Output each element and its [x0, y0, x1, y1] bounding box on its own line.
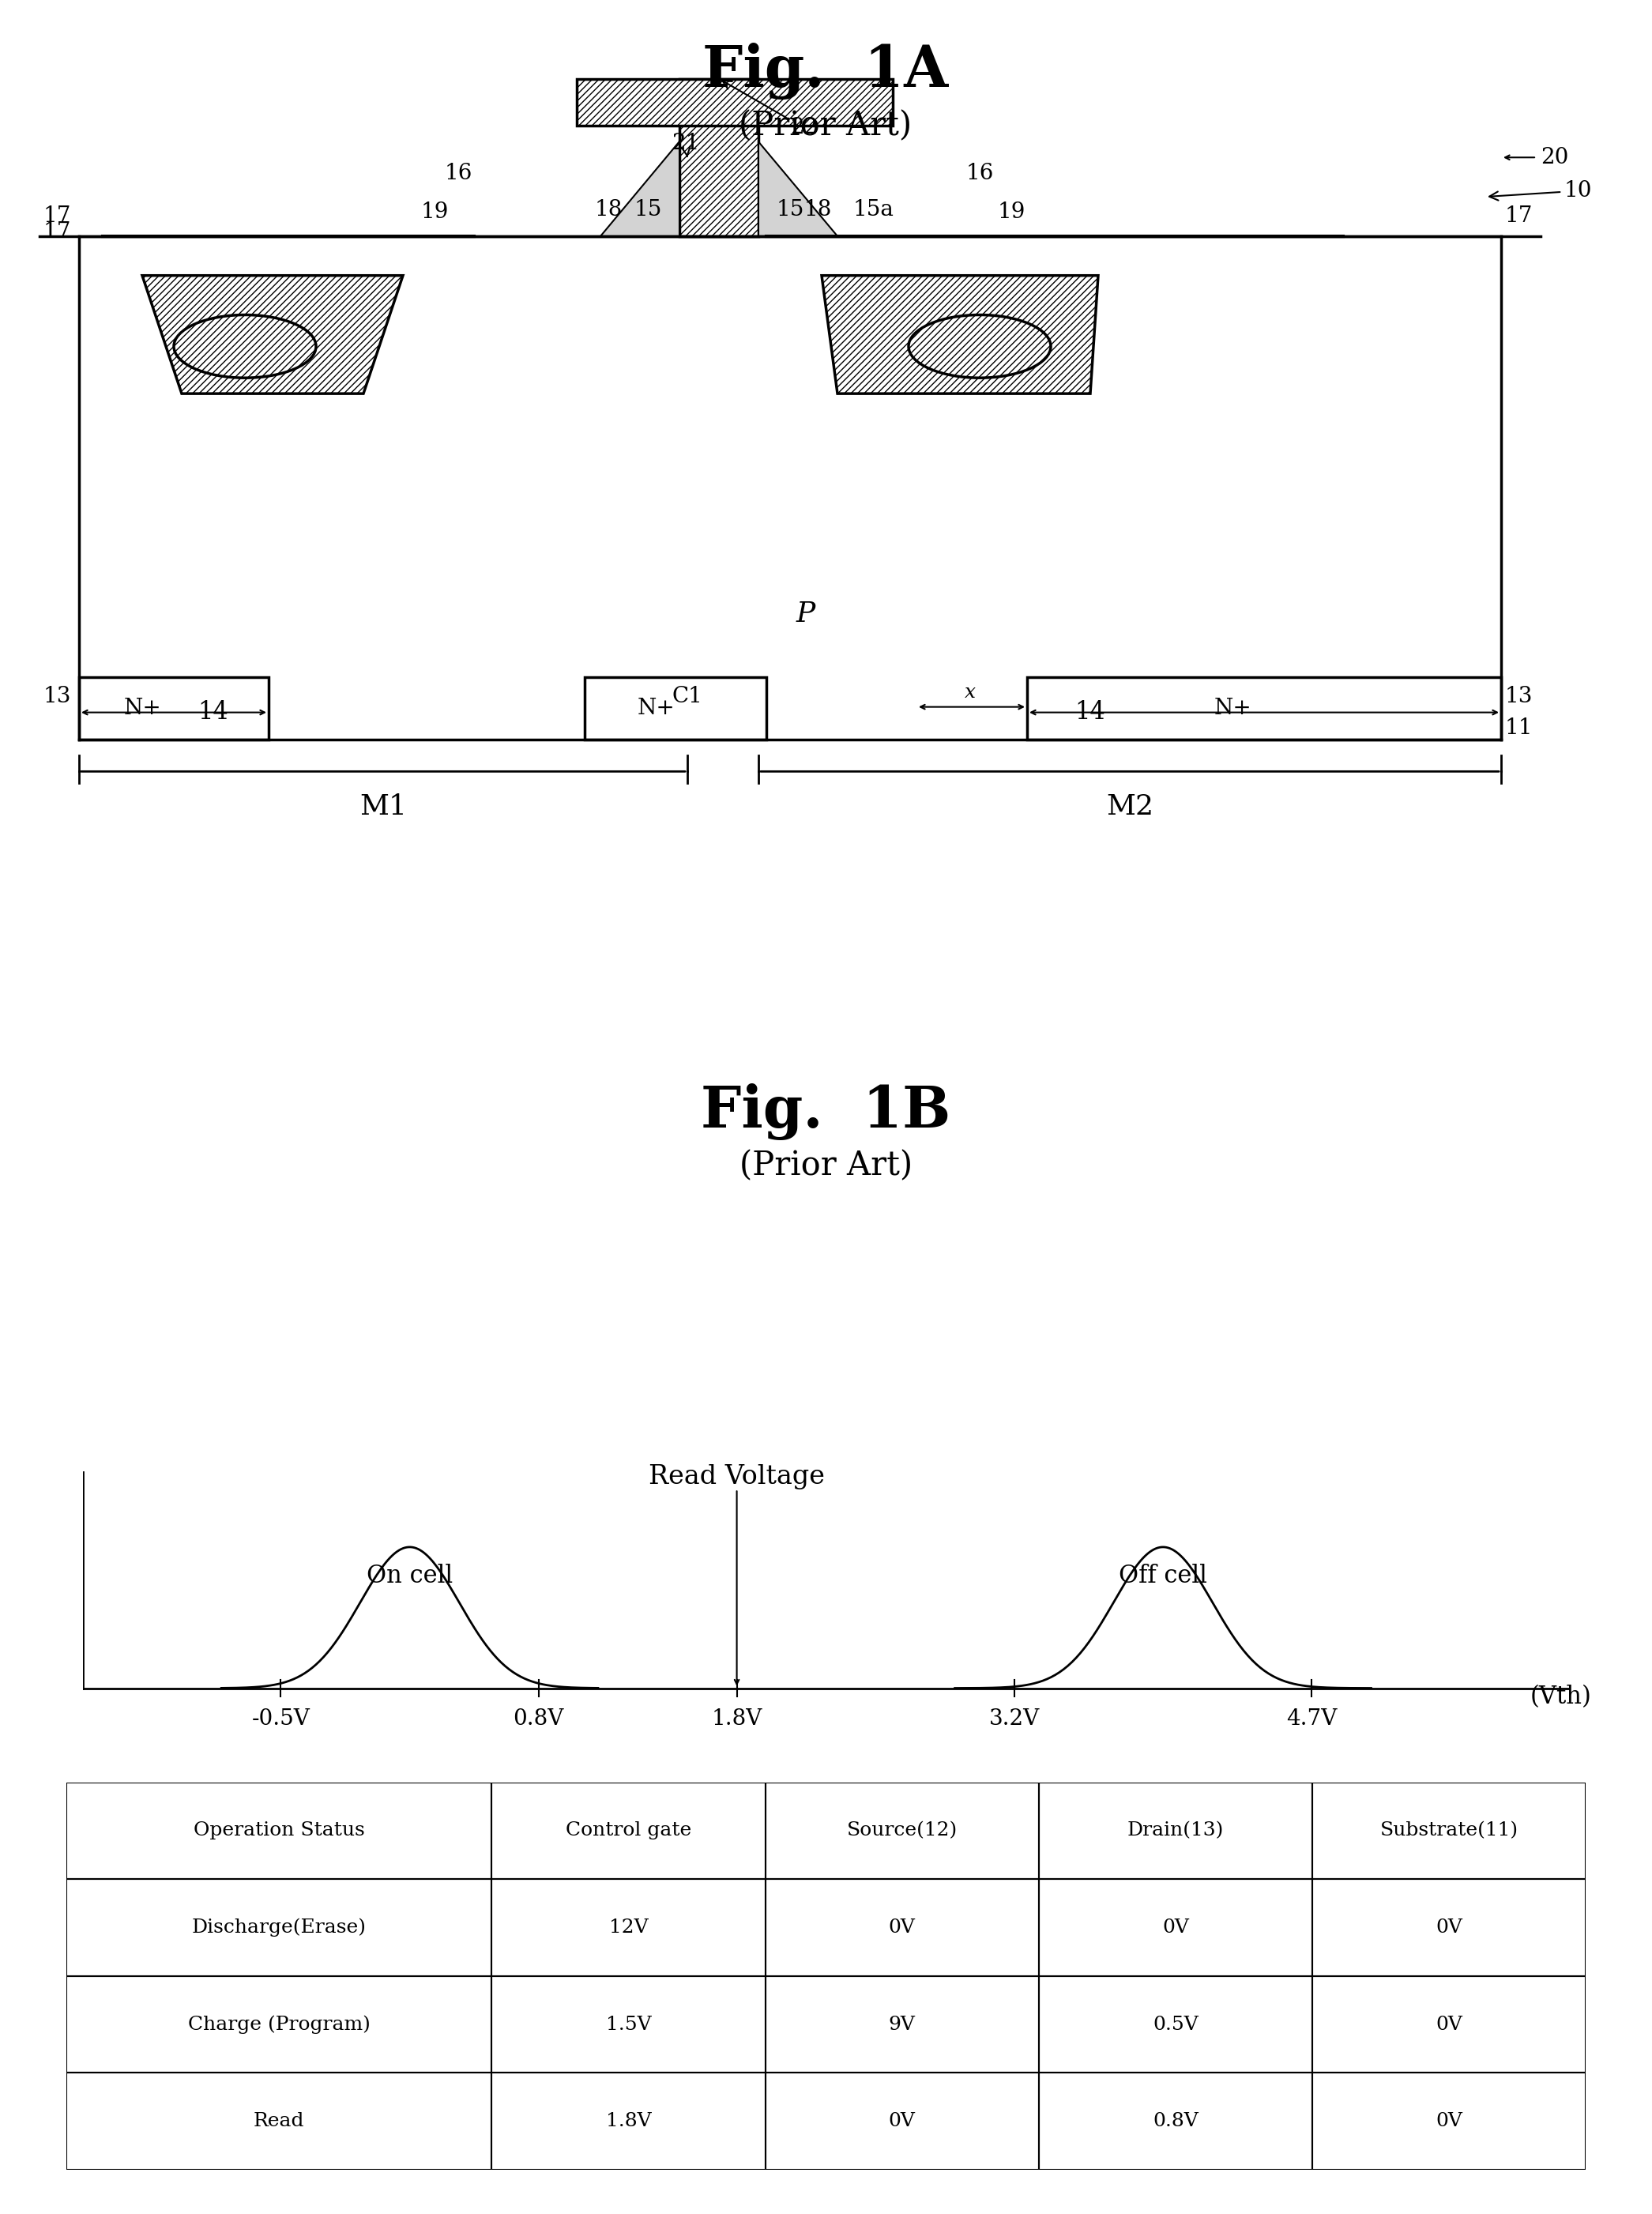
Polygon shape [142, 275, 403, 394]
Text: M1: M1 [360, 793, 406, 821]
Text: 1.8V: 1.8V [606, 2112, 651, 2130]
Text: 17: 17 [43, 206, 71, 228]
Polygon shape [679, 80, 758, 237]
Text: -0.5V: -0.5V [251, 1709, 311, 1729]
Text: 18: 18 [805, 199, 831, 221]
Bar [765, 1782, 1039, 1880]
Text: 9V: 9V [889, 2015, 915, 2032]
Text: Charge (Program): Charge (Program) [188, 2015, 370, 2035]
Text: (Prior Art): (Prior Art) [738, 108, 912, 142]
Bar [1039, 2072, 1312, 2170]
Text: 10: 10 [1490, 179, 1593, 201]
Text: 13: 13 [43, 686, 71, 706]
Bar [765, 1975, 1039, 2072]
Text: On cell: On cell [367, 1563, 453, 1590]
Bar [1312, 1975, 1586, 2072]
Text: Read Voltage: Read Voltage [649, 1463, 824, 1490]
Text: Off cell: Off cell [1118, 1563, 1208, 1590]
Bar [1039, 1975, 1312, 2072]
Text: C1: C1 [672, 686, 702, 706]
Text: 0.5V: 0.5V [1153, 2015, 1198, 2032]
Text: 0V: 0V [889, 1920, 915, 1937]
Text: (Prior Art): (Prior Art) [740, 1149, 912, 1182]
Bar [492, 2072, 765, 2170]
Text: 19: 19 [421, 201, 448, 224]
Bar [66, 1880, 492, 1975]
Text: P: P [796, 600, 816, 627]
Bar [1312, 2072, 1586, 2170]
Text: M2: M2 [1107, 793, 1153, 821]
Text: 22: 22 [722, 80, 818, 139]
Text: 1.8V: 1.8V [712, 1709, 762, 1729]
Text: 14: 14 [198, 700, 228, 724]
Text: Drain(13): Drain(13) [1127, 1822, 1224, 1840]
Bar [765, 1880, 1039, 1975]
Text: 0V: 0V [1161, 1920, 1189, 1937]
Text: N+: N+ [1214, 697, 1251, 720]
Bar [1039, 1880, 1312, 1975]
Bar [577, 80, 892, 126]
Bar [585, 677, 767, 739]
Polygon shape [821, 275, 1099, 394]
Text: 1.5V: 1.5V [606, 2015, 651, 2032]
Text: N+: N+ [638, 697, 674, 720]
Text: 13: 13 [1505, 686, 1533, 706]
Text: 15: 15 [776, 199, 805, 221]
Bar [79, 677, 269, 739]
Text: 0.8V: 0.8V [1153, 2112, 1198, 2130]
Text: Fig.  1B: Fig. 1B [700, 1083, 952, 1140]
Text: 15: 15 [634, 199, 662, 221]
Bar [66, 2072, 492, 2170]
Text: 0.8V: 0.8V [514, 1709, 563, 1729]
Bar [492, 1880, 765, 1975]
Text: Discharge(Erase): Discharge(Erase) [192, 1917, 367, 1937]
Text: 19: 19 [998, 201, 1026, 224]
Bar [1039, 1782, 1312, 1880]
Bar [1312, 1880, 1586, 1975]
Bar [66, 1975, 492, 2072]
Text: Control gate: Control gate [565, 1822, 691, 1840]
Text: 12V: 12V [610, 1920, 648, 1937]
Bar [1028, 677, 1502, 739]
Text: 18: 18 [595, 199, 623, 221]
Text: Fig.  1A: Fig. 1A [702, 42, 948, 100]
Text: 17: 17 [43, 221, 71, 244]
Text: Read: Read [253, 2112, 304, 2130]
Polygon shape [758, 142, 838, 237]
Text: 0V: 0V [889, 2112, 915, 2130]
Text: x: x [965, 684, 976, 702]
Text: 11: 11 [1505, 717, 1533, 739]
Text: Source(12): Source(12) [846, 1822, 958, 1840]
Bar [492, 1782, 765, 1880]
Bar [1312, 1782, 1586, 1880]
Text: 20: 20 [1541, 146, 1568, 168]
Bar [765, 2072, 1039, 2170]
Text: 16: 16 [966, 162, 993, 184]
Text: N+: N+ [124, 697, 162, 720]
Text: 15a: 15a [852, 199, 894, 221]
Polygon shape [600, 142, 679, 237]
Text: Substrate(11): Substrate(11) [1379, 1822, 1518, 1840]
Text: 21: 21 [672, 133, 699, 157]
Text: 16: 16 [444, 162, 472, 184]
Bar [66, 1782, 492, 1880]
Text: 4.7V: 4.7V [1287, 1709, 1336, 1729]
Text: (Vth): (Vth) [1530, 1685, 1591, 1709]
Bar [492, 1975, 765, 2072]
Text: 14: 14 [1075, 700, 1105, 724]
Text: 3.2V: 3.2V [990, 1709, 1039, 1729]
Text: 0V: 0V [1436, 2112, 1462, 2130]
Text: 17: 17 [1505, 206, 1533, 228]
Text: 0V: 0V [1436, 2015, 1462, 2032]
Text: Operation Status: Operation Status [193, 1822, 365, 1840]
Text: 0V: 0V [1436, 1920, 1462, 1937]
